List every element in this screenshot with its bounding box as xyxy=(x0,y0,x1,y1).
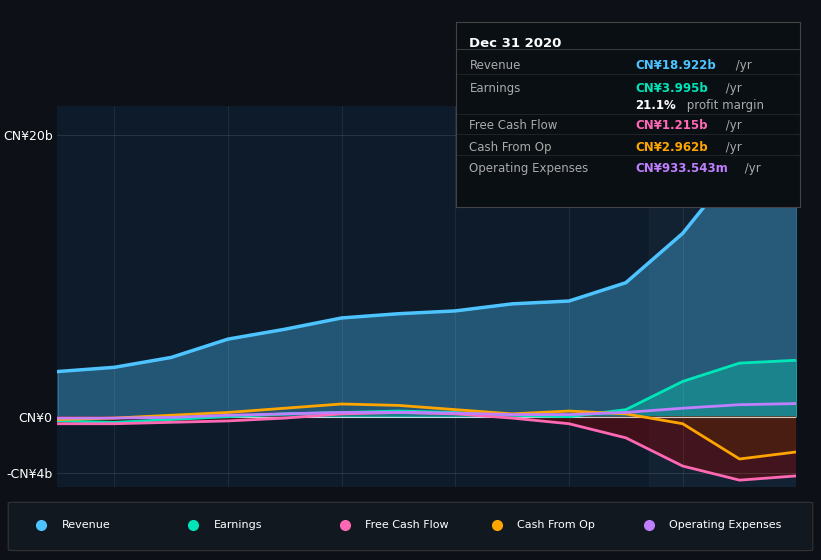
Text: Revenue: Revenue xyxy=(470,59,521,72)
Text: CN¥18.922b: CN¥18.922b xyxy=(635,59,716,72)
Text: Operating Expenses: Operating Expenses xyxy=(470,162,589,175)
FancyBboxPatch shape xyxy=(8,502,813,550)
Text: Earnings: Earnings xyxy=(213,520,262,530)
Text: /yr: /yr xyxy=(722,119,741,132)
Text: 21.1%: 21.1% xyxy=(635,99,676,112)
Text: Cash From Op: Cash From Op xyxy=(517,520,595,530)
Text: Revenue: Revenue xyxy=(62,520,110,530)
Text: Free Cash Flow: Free Cash Flow xyxy=(365,520,449,530)
Text: /yr: /yr xyxy=(722,82,741,95)
Text: Cash From Op: Cash From Op xyxy=(470,141,552,153)
Text: /yr: /yr xyxy=(722,141,741,153)
Text: /yr: /yr xyxy=(732,59,751,72)
Text: CN¥1.215b: CN¥1.215b xyxy=(635,119,708,132)
Text: Free Cash Flow: Free Cash Flow xyxy=(470,119,557,132)
Text: /yr: /yr xyxy=(741,162,761,175)
Text: Earnings: Earnings xyxy=(470,82,521,95)
Text: Dec 31 2020: Dec 31 2020 xyxy=(470,37,562,50)
Text: CN¥3.995b: CN¥3.995b xyxy=(635,82,708,95)
Bar xyxy=(649,106,802,487)
Text: CN¥933.543m: CN¥933.543m xyxy=(635,162,727,175)
Text: profit margin: profit margin xyxy=(683,99,764,112)
Text: Operating Expenses: Operating Expenses xyxy=(669,520,782,530)
Text: CN¥2.962b: CN¥2.962b xyxy=(635,141,708,153)
